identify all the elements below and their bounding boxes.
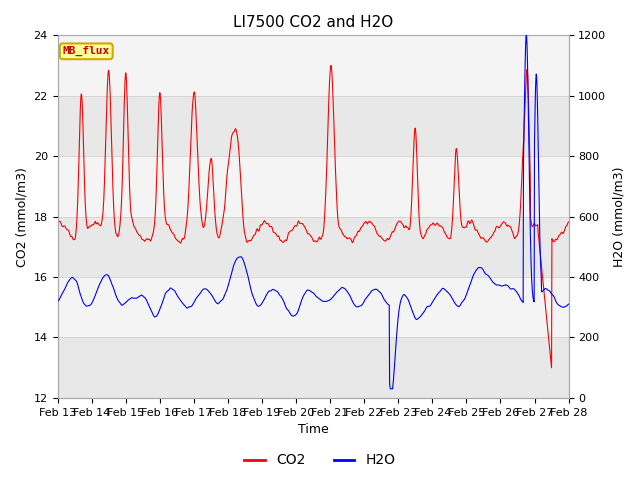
Text: MB_flux: MB_flux	[63, 46, 110, 57]
X-axis label: Time: Time	[298, 423, 328, 436]
Bar	[58, 36, 568, 96]
Y-axis label: H2O (mmol/m3): H2O (mmol/m3)	[612, 167, 625, 267]
Bar	[58, 337, 568, 398]
Bar	[58, 277, 568, 337]
Legend: CO2, H2O: CO2, H2O	[239, 448, 401, 473]
Bar	[58, 216, 568, 277]
Y-axis label: CO2 (mmol/m3): CO2 (mmol/m3)	[15, 167, 28, 266]
Title: LI7500 CO2 and H2O: LI7500 CO2 and H2O	[233, 15, 393, 30]
Bar	[58, 96, 568, 156]
Bar	[58, 156, 568, 216]
